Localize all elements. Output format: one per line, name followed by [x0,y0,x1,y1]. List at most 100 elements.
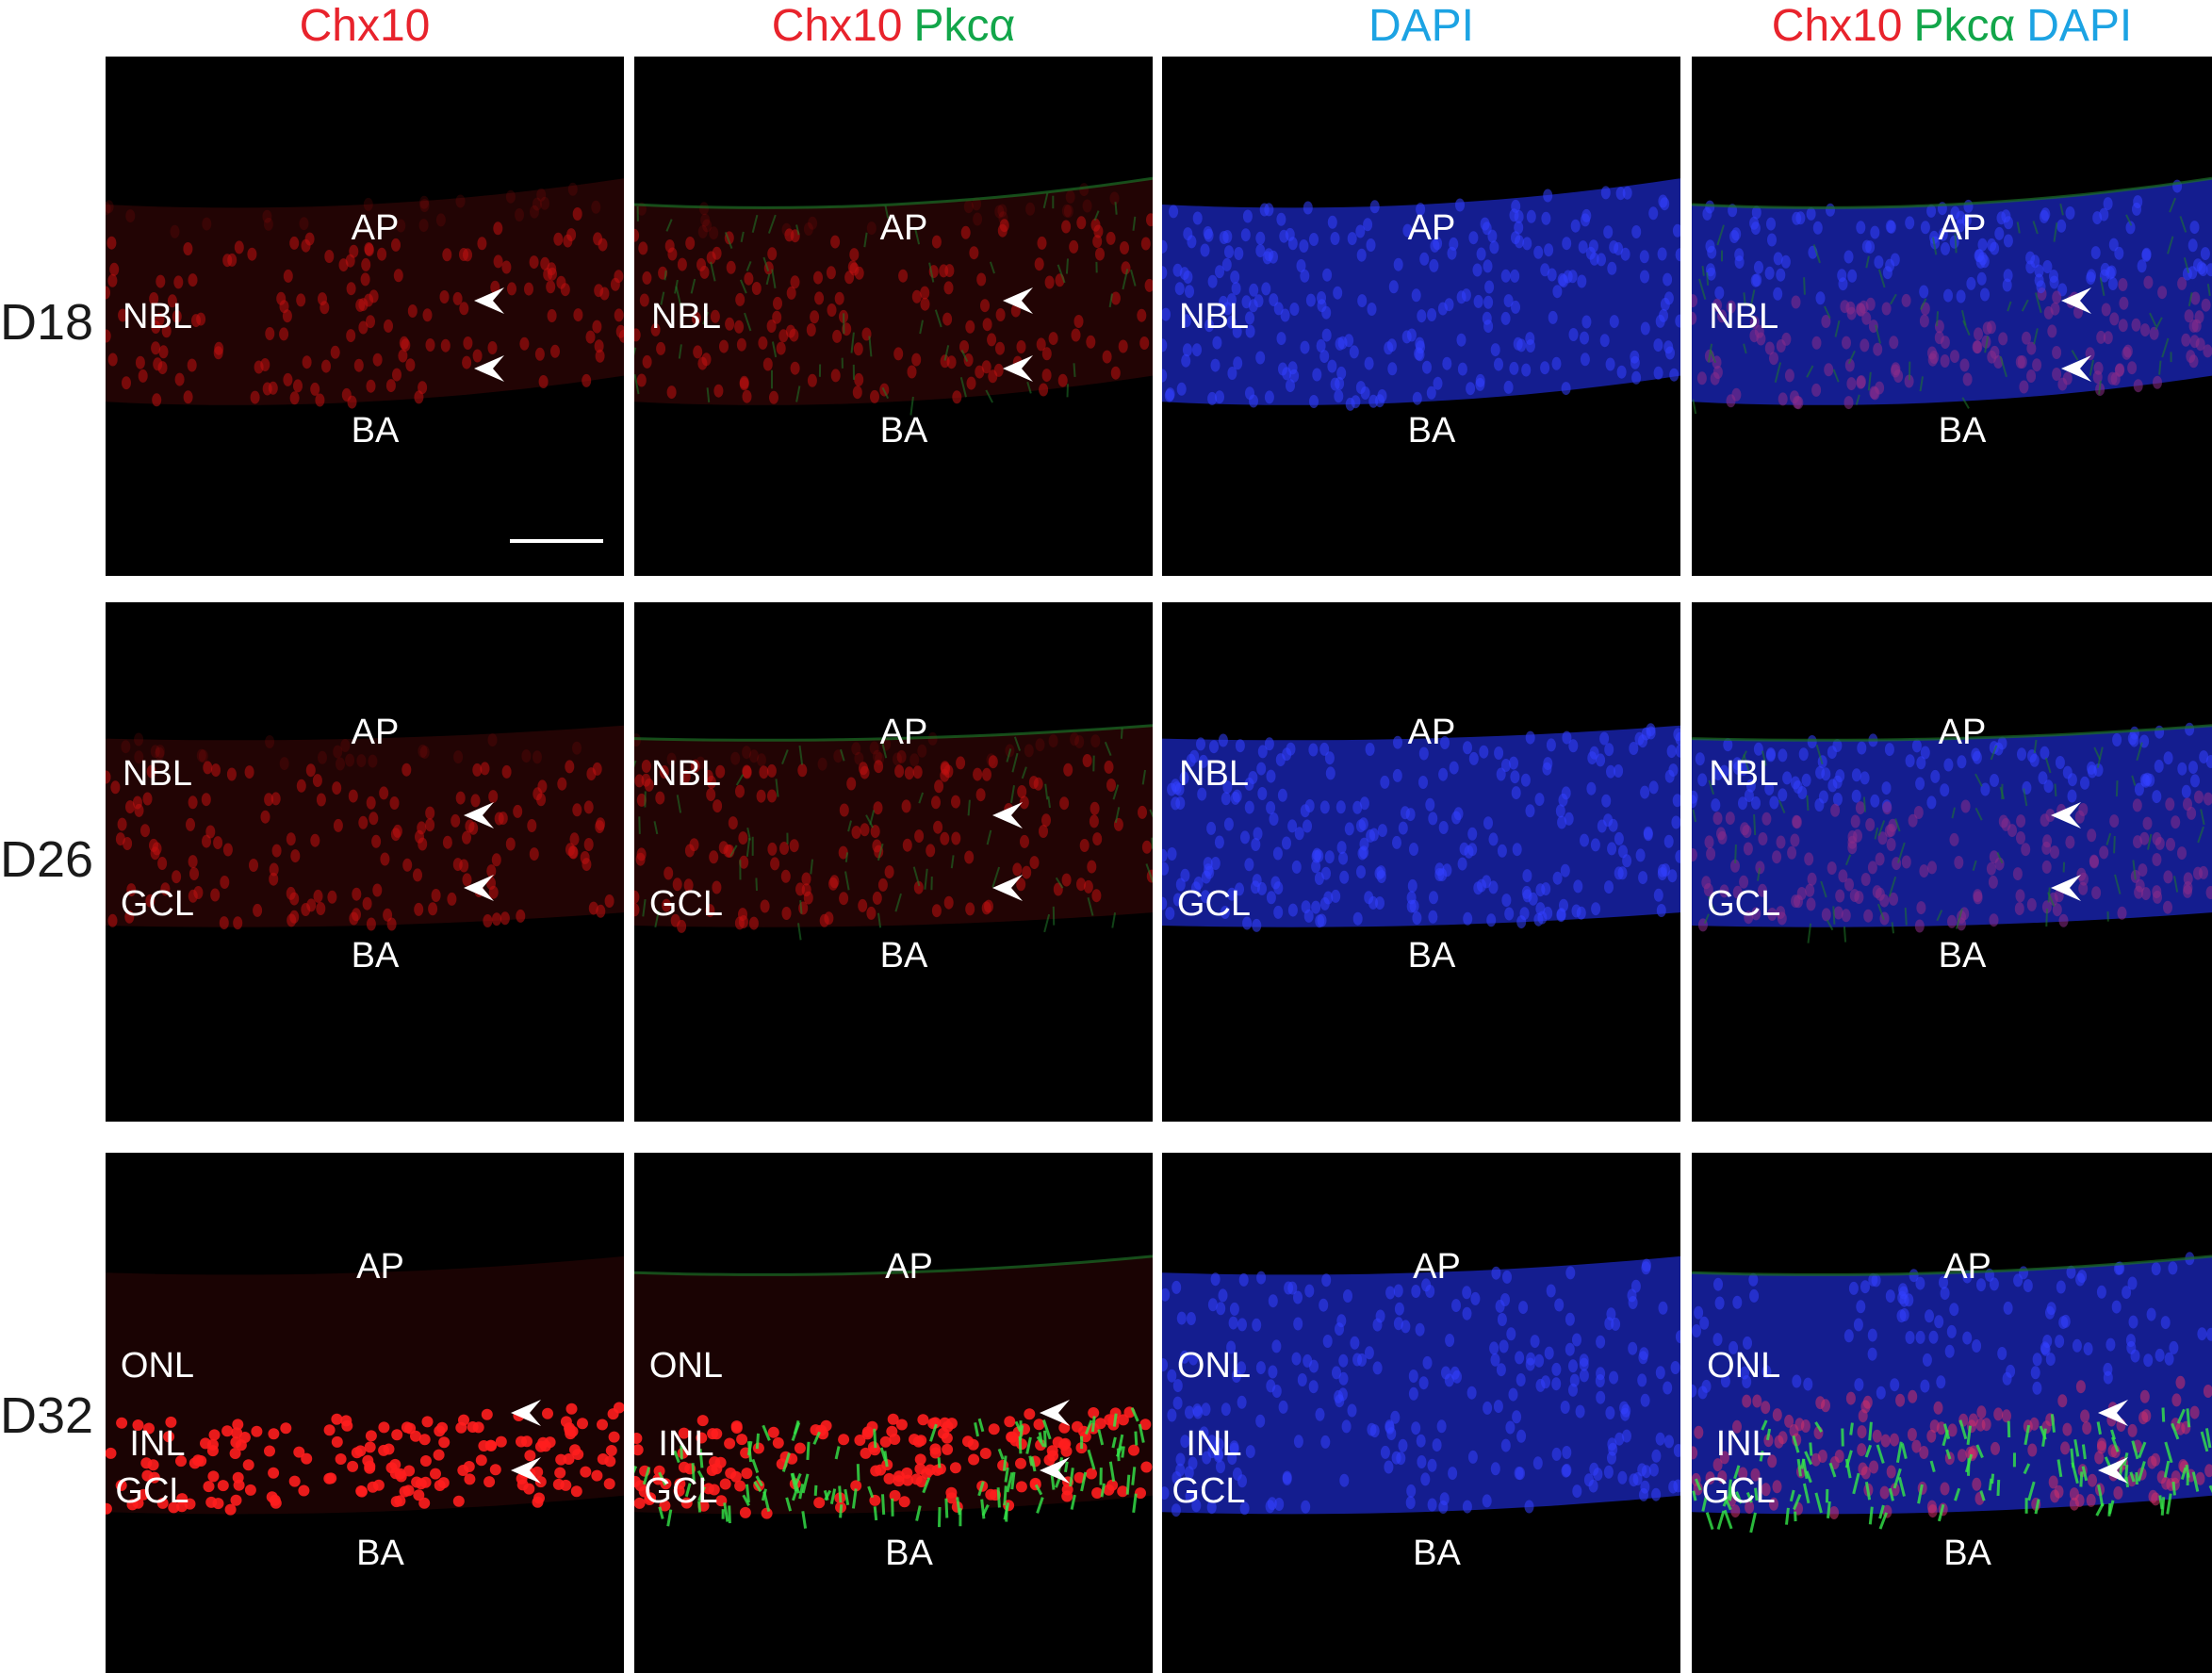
pkca-process [1805,1470,1812,1484]
nucleus [1473,294,1483,308]
nucleus [1364,356,1374,370]
pkca-process [1919,376,1924,392]
pkca-process [1972,860,1977,871]
nucleus [106,202,111,216]
nucleus [196,748,206,763]
nucleus [1933,1401,1943,1415]
nucleus [801,872,811,886]
nucleus [1743,1336,1752,1350]
nucleus [1863,909,1874,923]
pkca-process [2131,1440,2139,1460]
nucleus [1367,1422,1377,1436]
nucleus [748,916,759,930]
nucleus [160,882,171,896]
nucleus [1366,238,1376,252]
nucleus [1451,1299,1461,1313]
nucleus [1201,1402,1211,1417]
nucleus [1221,257,1232,271]
nucleus [1255,351,1266,365]
nucleus [1909,1269,1919,1283]
nucleus [1192,1403,1203,1418]
nucleus [1117,1485,1129,1498]
nucleus [1844,878,1854,892]
nucleus [1215,390,1224,404]
nucleus [1568,1359,1578,1373]
pkca-process [1962,320,1971,336]
pkca-process [1111,912,1117,928]
nucleus [1501,894,1512,908]
nucleus [219,916,229,930]
nucleus [1559,898,1568,912]
nucleus [2171,815,2181,829]
nucleus [739,375,749,389]
nucleus [389,1458,401,1470]
pkca-process [698,1448,704,1468]
nucleus [2103,331,2113,345]
nucleus [1464,845,1474,859]
pkca-process [989,261,995,274]
nucleus [1815,765,1826,779]
layer-label-onl: ONL [648,1346,724,1386]
layer-label-ap: AP [351,207,400,248]
pkca-process [2166,1493,2172,1515]
nucleus [1237,1474,1247,1488]
pkca-process [746,261,752,271]
nucleus [1861,311,1872,325]
nucleus [1214,1437,1224,1452]
nucleus [425,338,435,352]
nucleus [1542,762,1552,776]
nucleus [1580,833,1589,847]
nucleus [1303,819,1312,833]
pkca-process [1050,1472,1056,1490]
nucleus [599,287,610,301]
pkca-process [2027,1481,2036,1501]
nucleus [980,299,990,313]
nucleus [1972,1339,1982,1353]
nucleus [1048,734,1058,748]
nucleus [419,195,430,209]
pkca-process [1087,896,1094,916]
nucleus [2077,1270,2088,1284]
nucleus [1719,1451,1729,1465]
nucleus [413,868,422,882]
nucleus [2052,903,2062,917]
nucleus [2042,260,2053,273]
pkca-process [1723,1509,1733,1530]
pkca-process [723,1502,729,1522]
nucleus [107,353,118,367]
nucleus [1855,801,1865,815]
pkca-process [1034,1484,1043,1496]
nucleus [680,770,691,783]
nucleus [138,369,148,383]
nucleus [2152,790,2162,804]
nucleus [1167,1369,1177,1383]
nucleus [483,1476,496,1488]
nucleus [151,341,161,355]
arrowhead-icon [460,799,498,831]
nucleus [495,1435,507,1448]
nucleus [710,309,720,323]
nucleus [437,1477,450,1489]
nucleus [550,344,560,358]
nucleus [1092,832,1103,846]
nucleus [2138,863,2148,878]
nucleus [1331,889,1341,903]
nucleus [1110,291,1121,305]
nucleus [1692,294,1698,308]
nucleus [693,345,703,359]
nucleus [260,810,270,824]
nucleus [1488,832,1499,846]
nucleus [1321,328,1332,342]
nucleus [2152,885,2162,899]
nucleus [1104,760,1114,774]
nucleus [2206,1327,2212,1341]
nucleus [1036,337,1046,352]
nucleus [1712,366,1723,379]
nucleus [1106,779,1116,792]
nucleus [2163,751,2173,765]
nucleus [167,294,177,308]
nucleus [488,885,499,899]
nucleus [807,373,817,387]
nucleus [827,303,837,317]
nucleus [1227,1452,1237,1466]
